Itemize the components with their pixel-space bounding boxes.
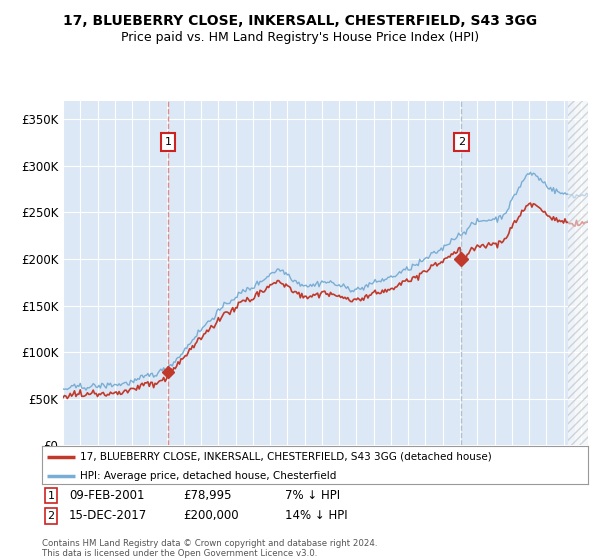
Text: £78,995: £78,995 (183, 489, 232, 502)
Text: Contains HM Land Registry data © Crown copyright and database right 2024.
This d: Contains HM Land Registry data © Crown c… (42, 539, 377, 558)
Bar (568, 101, 589, 445)
Text: 15-DEC-2017: 15-DEC-2017 (69, 509, 147, 522)
Text: 17, BLUEBERRY CLOSE, INKERSALL, CHESTERFIELD, S43 3GG: 17, BLUEBERRY CLOSE, INKERSALL, CHESTERF… (63, 14, 537, 28)
Text: 1: 1 (47, 491, 55, 501)
Text: Price paid vs. HM Land Registry's House Price Index (HPI): Price paid vs. HM Land Registry's House … (121, 31, 479, 44)
Text: 2: 2 (47, 511, 55, 521)
Text: 09-FEB-2001: 09-FEB-2001 (69, 489, 145, 502)
Text: 14% ↓ HPI: 14% ↓ HPI (285, 509, 347, 522)
Text: £200,000: £200,000 (183, 509, 239, 522)
Text: 2: 2 (458, 137, 465, 147)
Text: HPI: Average price, detached house, Chesterfield: HPI: Average price, detached house, Ches… (80, 471, 337, 481)
Text: 7% ↓ HPI: 7% ↓ HPI (285, 489, 340, 502)
Bar (568, 101, 589, 445)
Text: 17, BLUEBERRY CLOSE, INKERSALL, CHESTERFIELD, S43 3GG (detached house): 17, BLUEBERRY CLOSE, INKERSALL, CHESTERF… (80, 452, 492, 462)
Text: 1: 1 (164, 137, 172, 147)
